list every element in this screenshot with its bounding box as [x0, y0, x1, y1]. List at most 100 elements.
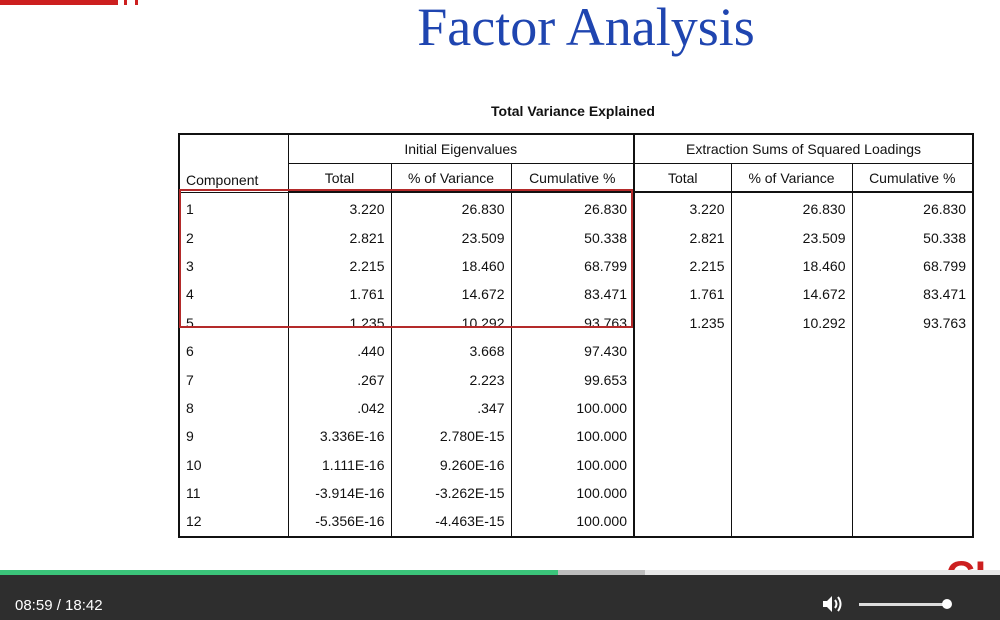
value-cell: 100.000 [511, 450, 635, 479]
value-cell: 3.220 [288, 192, 392, 224]
player-controls [0, 575, 1000, 620]
value-cell: 68.799 [511, 251, 635, 281]
value-cell: 3.220 [634, 192, 732, 224]
table-row: 3 2.215 18.460 68.799 2.215 18.460 68.799 [179, 251, 973, 281]
value-cell: 14.672 [731, 280, 853, 309]
value-cell [731, 478, 853, 508]
value-cell [731, 336, 853, 366]
value-cell: .267 [288, 365, 392, 394]
table-row: 11 -3.914E-16 -3.262E-15 100.000 [179, 478, 973, 508]
value-cell [731, 422, 853, 451]
value-cell: .042 [288, 393, 392, 423]
value-cell: 10.292 [391, 308, 512, 337]
value-cell: 1.235 [634, 308, 732, 337]
component-cell: 7 [179, 365, 289, 394]
column-header: % of Variance [731, 163, 853, 193]
extraction-sums-header: Extraction Sums of Squared Loadings [634, 134, 973, 164]
slide-title: Factor Analysis [417, 0, 755, 57]
value-cell: 100.000 [511, 507, 635, 537]
volume-icon[interactable] [822, 595, 844, 613]
component-cell: 12 [179, 507, 289, 537]
component-cell: 9 [179, 422, 289, 451]
value-cell [731, 365, 853, 394]
value-cell [634, 422, 732, 451]
value-cell: -4.463E-15 [391, 507, 512, 537]
table-row: 6.440 3.668 97.430 [179, 336, 973, 366]
value-cell: 23.509 [731, 223, 853, 252]
value-cell: 10.292 [731, 308, 853, 337]
value-cell: -5.356E-16 [288, 507, 392, 537]
table-body: 1 3.220 26.830 26.830 3.220 26.830 26.830 2 2.82… [179, 192, 973, 537]
value-cell: 99.653 [511, 365, 635, 394]
value-cell: 26.830 [923, 201, 966, 218]
table-row: 4 1.761 14.672 83.471 1.761 14.672 83.471 [179, 280, 973, 309]
volume-slider[interactable] [859, 603, 949, 606]
value-cell: 1.235 [288, 308, 392, 337]
top-left-red-tick [124, 0, 127, 5]
value-cell: 14.672 [391, 280, 512, 309]
value-cell [634, 507, 732, 537]
table-row: 9 3.336E-16 2.780E-15 100.000 [179, 422, 973, 451]
column-header: Cumulative % [511, 163, 635, 193]
value-cell: 97.430 [511, 336, 635, 366]
progress-track[interactable] [0, 570, 1000, 575]
value-cell: 26.830 [731, 192, 853, 224]
top-left-red-tick [135, 0, 138, 5]
volume-knob[interactable] [942, 599, 952, 609]
value-cell [731, 450, 853, 479]
value-cell [634, 393, 732, 423]
value-cell: 83.471 [923, 286, 966, 303]
value-cell: 50.338 [923, 229, 966, 246]
table-row: 7.267 2.223 99.653 [179, 365, 973, 394]
value-cell [852, 394, 973, 422]
value-cell: 93.763 [923, 314, 966, 331]
value-cell: 26.830 [511, 192, 635, 224]
table-caption: Total Variance Explained [491, 103, 655, 119]
value-cell: 68.799 [923, 257, 966, 274]
value-cell: -3.262E-15 [391, 478, 512, 508]
value-cell: 2.780E-15 [391, 422, 512, 451]
table-row: 12 -5.356E-16 -4.463E-15 100.000 [179, 507, 973, 537]
value-cell [634, 478, 732, 508]
value-cell: .440 [288, 336, 392, 366]
value-cell [852, 365, 973, 393]
column-header: Total [634, 163, 732, 193]
table-row: 8.042.347 100.000 [179, 393, 973, 423]
component-cell: 4 [179, 280, 289, 309]
value-cell [634, 450, 732, 479]
value-cell: 9.260E-16 [391, 450, 512, 479]
component-cell: 11 [179, 478, 289, 508]
table-row: 1 3.220 26.830 26.830 3.220 26.830 26.830 [179, 192, 973, 224]
component-cell: 1 [179, 192, 289, 224]
time-display: 08:59 / 18:42 [15, 597, 103, 614]
table-row: 5 1.235 10.292 93.763 1.235 10.292 93.763 [179, 308, 973, 337]
value-cell: 83.471 [511, 280, 635, 309]
value-cell [852, 337, 973, 365]
value-cell: 18.460 [731, 251, 853, 281]
value-cell: 2.821 [634, 223, 732, 252]
value-cell: 1.761 [634, 280, 732, 309]
component-cell: 6 [179, 336, 289, 366]
value-cell [731, 507, 853, 537]
component-cell: 3 [179, 251, 289, 281]
value-cell: 93.763 [511, 308, 635, 337]
value-cell: -3.914E-16 [288, 478, 392, 508]
value-cell [852, 507, 973, 536]
value-cell: 2.215 [634, 251, 732, 281]
value-cell: 26.830 [391, 192, 512, 224]
initial-eigenvalues-header: Initial Eigenvalues [288, 134, 635, 164]
value-cell: 1.761 [288, 280, 392, 309]
value-cell: 2.215 [288, 251, 392, 281]
component-cell: 8 [179, 393, 289, 423]
value-cell: 23.509 [391, 223, 512, 252]
value-cell: 3.336E-16 [288, 422, 392, 451]
value-cell: 100.000 [511, 422, 635, 451]
value-cell: 50.338 [511, 223, 635, 252]
value-cell: 100.000 [511, 393, 635, 423]
value-cell: .347 [391, 393, 512, 423]
column-header: Total [288, 163, 392, 193]
value-cell [852, 422, 973, 450]
variance-table: Component Initial Eigenvalues Extraction… [178, 133, 974, 538]
value-cell: 1.111E-16 [288, 450, 392, 479]
value-cell [634, 336, 732, 366]
